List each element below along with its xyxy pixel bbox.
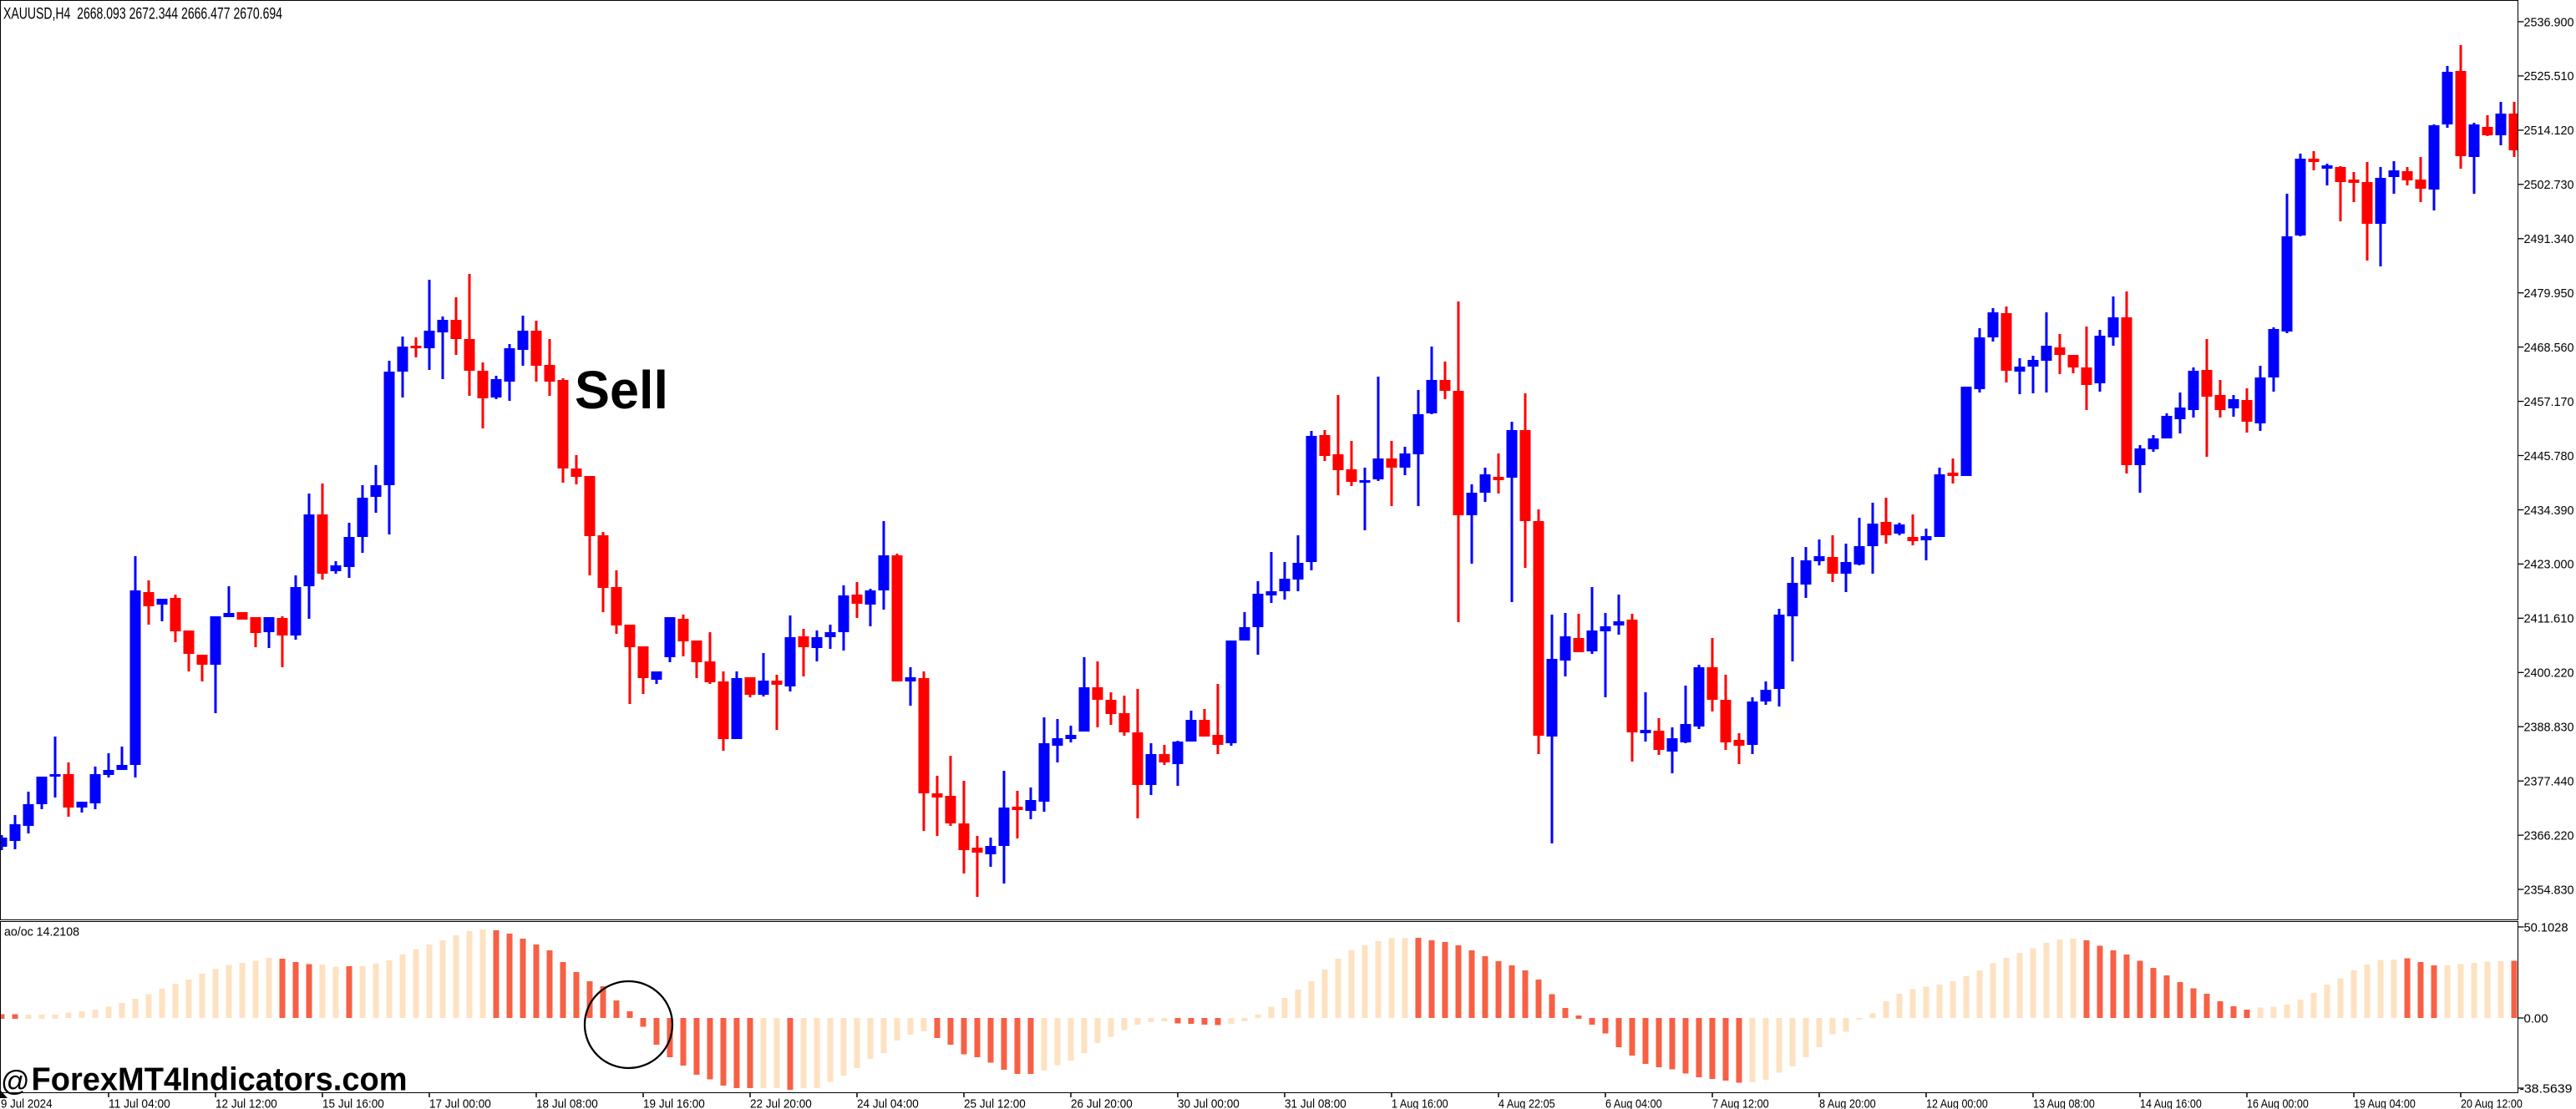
svg-text:2434.390: 2434.390: [2524, 504, 2574, 518]
svg-text:2354.830: 2354.830: [2524, 884, 2574, 897]
svg-text:2536.900: 2536.900: [2524, 16, 2574, 29]
svg-text:12 Jul 12:00: 12 Jul 12:00: [216, 1098, 277, 1109]
svg-text:2525.510: 2525.510: [2524, 70, 2574, 84]
svg-text:2514.120: 2514.120: [2524, 124, 2574, 138]
svg-text:6 Aug 04:00: 6 Aug 04:00: [1605, 1098, 1662, 1109]
svg-text:-38.5639: -38.5639: [2520, 1082, 2573, 1096]
svg-text:16 Aug 00:00: 16 Aug 00:00: [2247, 1098, 2309, 1109]
svg-text:25 Jul 12:00: 25 Jul 12:00: [964, 1098, 1026, 1109]
svg-text:26 Jul 20:00: 26 Jul 20:00: [1071, 1098, 1133, 1109]
svg-text:2377.440: 2377.440: [2524, 776, 2574, 789]
svg-text:@: @: [1, 1066, 30, 1097]
svg-text:18 Jul 08:00: 18 Jul 08:00: [536, 1098, 598, 1109]
svg-text:7 Aug 12:00: 7 Aug 12:00: [1712, 1098, 1769, 1109]
svg-text:2400.220: 2400.220: [2524, 667, 2574, 681]
svg-text:2366.220: 2366.220: [2524, 829, 2574, 843]
svg-text:15 Jul 16:00: 15 Jul 16:00: [322, 1098, 384, 1109]
svg-text:20 Aug 12:00: 20 Aug 12:00: [2461, 1098, 2523, 1109]
svg-text:4 Aug 22:05: 4 Aug 22:05: [1498, 1098, 1555, 1109]
svg-text:XAUUSD,H4 2668.093 2672.344 2: XAUUSD,H4 2668.093 2672.344 2666.477 267…: [3, 6, 282, 23]
svg-text:ao/oc 14.2108: ao/oc 14.2108: [4, 925, 79, 939]
svg-text:2445.780: 2445.780: [2524, 450, 2574, 463]
svg-text:11 Jul 04:00: 11 Jul 04:00: [109, 1098, 170, 1109]
svg-text:2423.000: 2423.000: [2524, 559, 2574, 572]
svg-text:24 Jul 04:00: 24 Jul 04:00: [857, 1098, 919, 1109]
svg-text:2457.170: 2457.170: [2524, 396, 2574, 409]
svg-text:22 Jul 20:00: 22 Jul 20:00: [750, 1098, 812, 1109]
svg-text:19 Jul 16:00: 19 Jul 16:00: [643, 1098, 705, 1109]
svg-text:2411.610: 2411.610: [2524, 613, 2574, 626]
svg-text:17 Jul 00:00: 17 Jul 00:00: [429, 1098, 491, 1109]
svg-text:19 Aug 04:00: 19 Aug 04:00: [2354, 1098, 2416, 1109]
svg-text:2479.950: 2479.950: [2524, 287, 2574, 301]
svg-text:14 Aug 16:00: 14 Aug 16:00: [2140, 1098, 2202, 1109]
svg-text:13 Aug 08:00: 13 Aug 08:00: [2033, 1098, 2095, 1109]
svg-text:ForexMT4Indicators.com: ForexMT4Indicators.com: [32, 1062, 408, 1098]
svg-text:50.1028: 50.1028: [2524, 921, 2568, 934]
svg-text:2388.830: 2388.830: [2524, 722, 2574, 735]
svg-text:31 Jul 08:00: 31 Jul 08:00: [1285, 1098, 1346, 1109]
svg-text:8 Aug 20:00: 8 Aug 20:00: [1819, 1098, 1876, 1109]
svg-text:2468.560: 2468.560: [2524, 342, 2574, 355]
svg-text:30 Jul 00:00: 30 Jul 00:00: [1178, 1098, 1240, 1109]
svg-text:2491.340: 2491.340: [2524, 233, 2574, 246]
svg-text:0.00: 0.00: [2524, 1012, 2548, 1025]
svg-text:Sell: Sell: [575, 360, 668, 420]
svg-text:9 Jul 2024: 9 Jul 2024: [1, 1098, 53, 1109]
svg-text:1 Aug 16:00: 1 Aug 16:00: [1392, 1098, 1448, 1109]
svg-text:2502.730: 2502.730: [2524, 179, 2574, 192]
svg-text:12 Aug 00:00: 12 Aug 00:00: [1926, 1098, 1988, 1109]
